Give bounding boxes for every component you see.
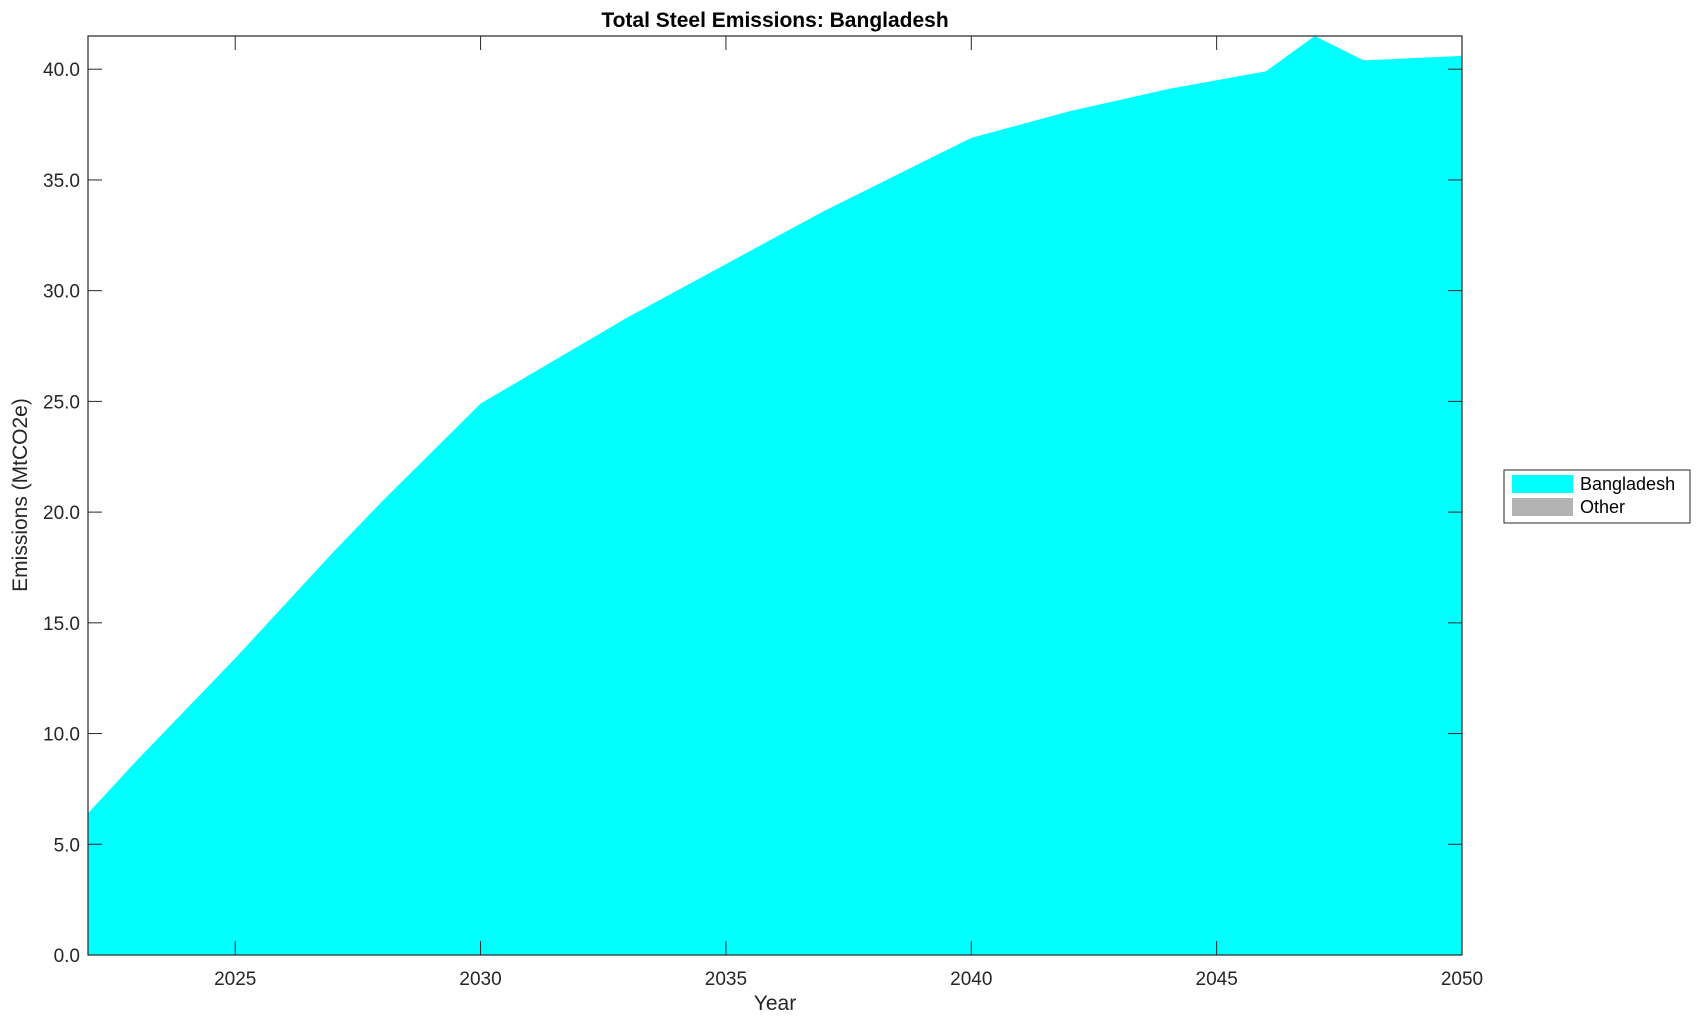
legend: Bangladesh Other — [1503, 469, 1691, 524]
y-tick-label: 20.0 — [43, 503, 80, 524]
x-tick-label: 2035 — [705, 969, 747, 990]
y-tick-label: 15.0 — [43, 614, 80, 635]
chart-title: Total Steel Emissions: Bangladesh — [601, 9, 948, 32]
y-tick-label: 0.0 — [54, 946, 80, 967]
legend-swatch-other — [1512, 498, 1573, 516]
y-tick-label: 25.0 — [43, 392, 80, 413]
x-tick-label: 2030 — [459, 969, 501, 990]
y-tick-label: 30.0 — [43, 282, 80, 303]
y-tick-label: 10.0 — [43, 725, 80, 746]
area-bangladesh — [88, 36, 1462, 955]
axis-ticks: 2025 2030 2035 2040 2045 2050 0.0 5.0 10.0 15.0 20… — [43, 36, 1483, 990]
x-tick-label: 2045 — [1196, 969, 1238, 990]
x-axis-label: Year — [754, 992, 796, 1015]
y-tick-label: 40.0 — [43, 60, 80, 81]
x-tick-label: 2025 — [214, 969, 256, 990]
y-tick-label: 35.0 — [43, 171, 80, 192]
x-tick-label: 2050 — [1441, 969, 1483, 990]
plot-frame — [87, 35, 1463, 956]
x-tick-label: 2040 — [950, 969, 992, 990]
y-tick-label: 5.0 — [54, 835, 80, 856]
y-axis-label: Emissions (MtCO2e) — [9, 398, 32, 592]
legend-swatch-bangladesh — [1512, 475, 1573, 493]
legend-label-bangladesh: Bangladesh — [1580, 474, 1675, 494]
plot-areas — [88, 36, 1462, 955]
legend-label-other: Other — [1580, 497, 1625, 517]
